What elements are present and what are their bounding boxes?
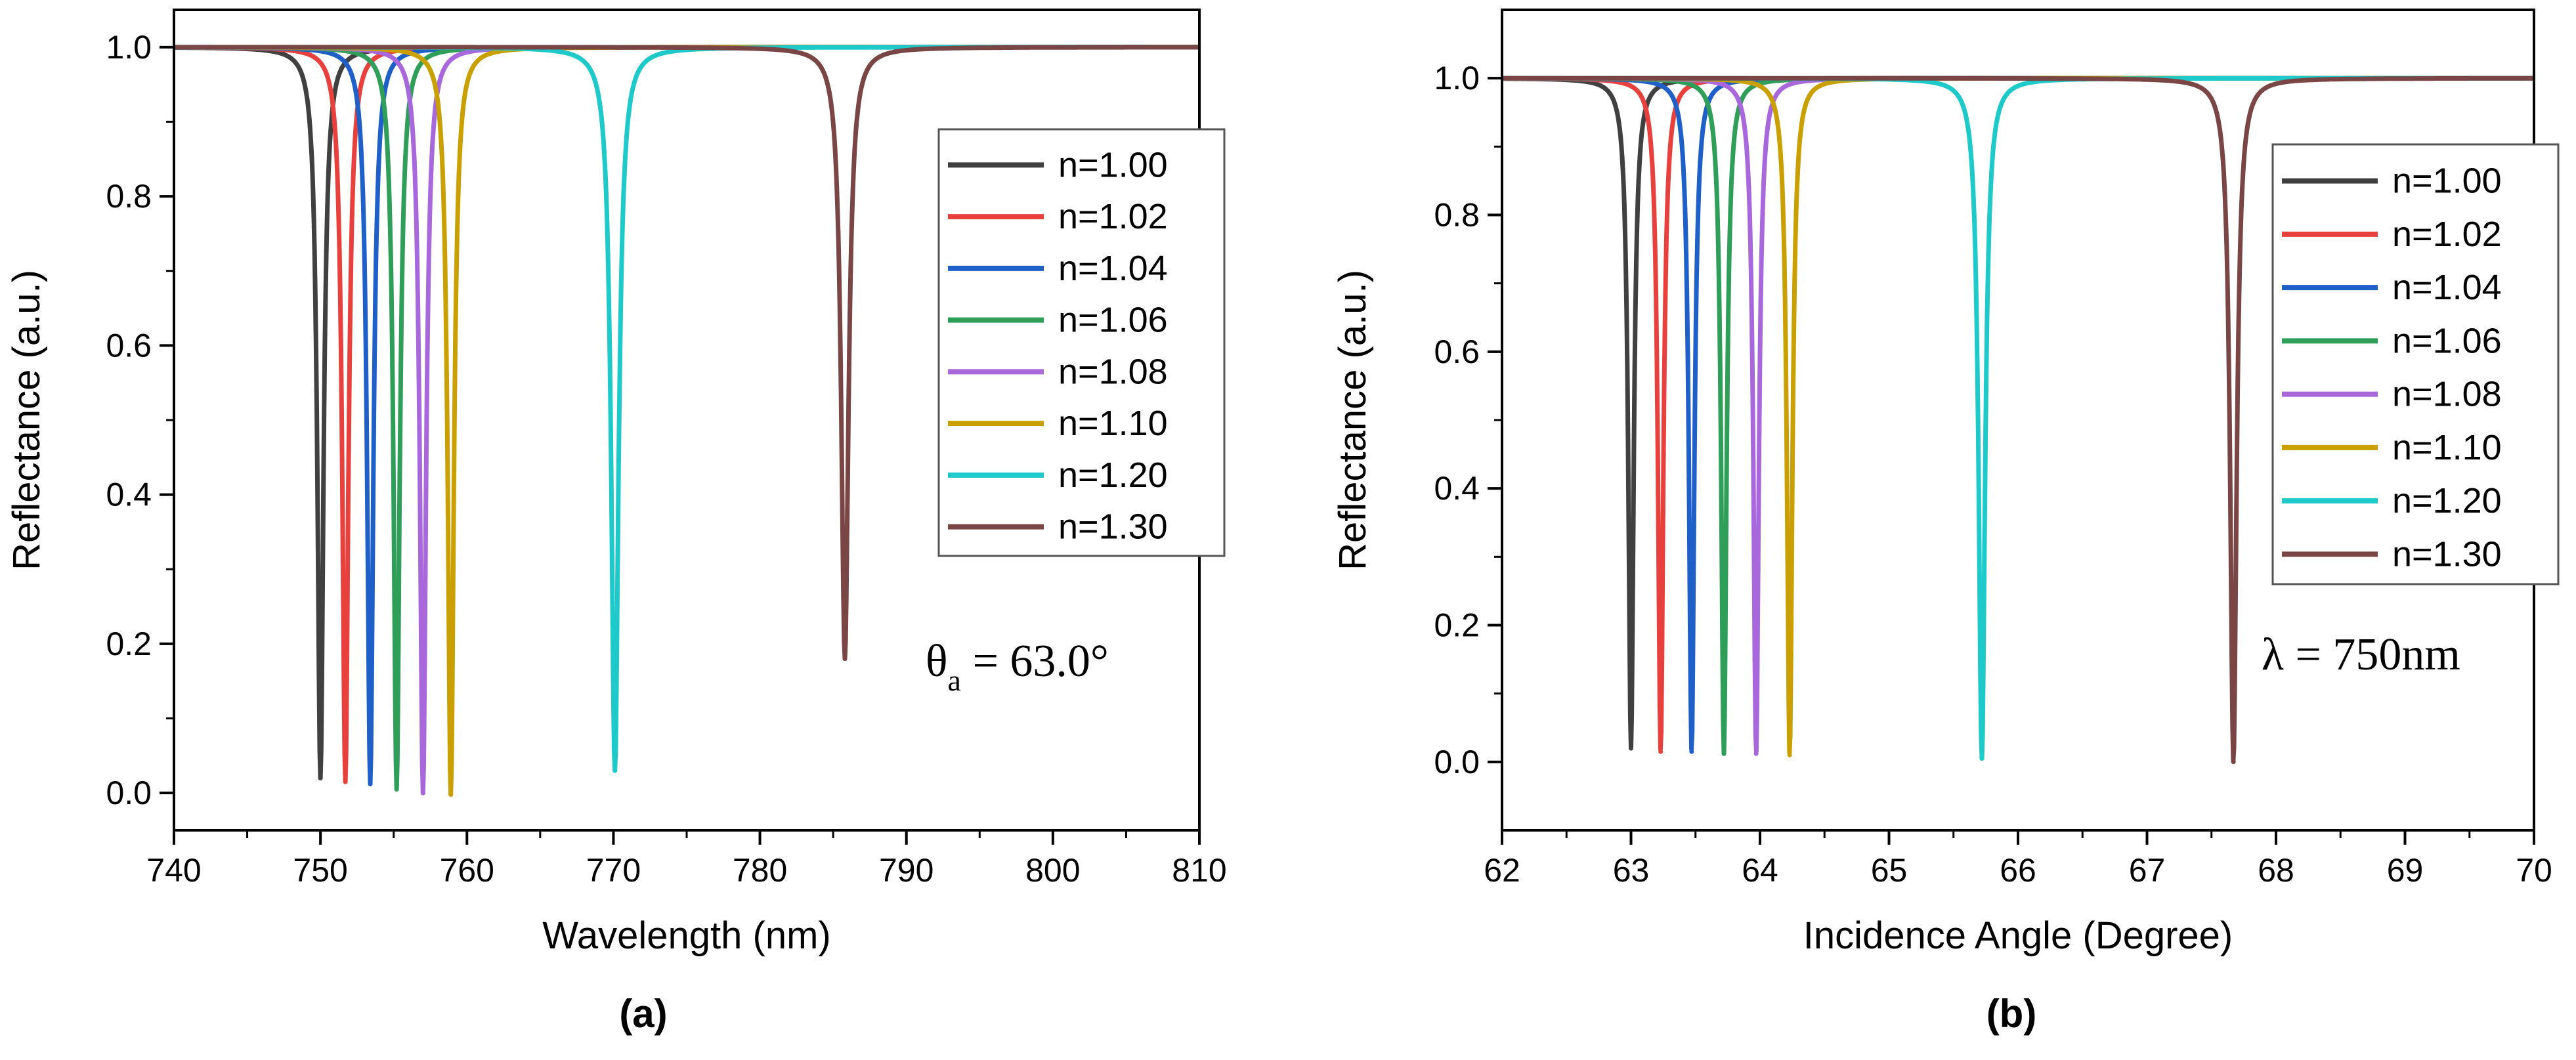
- series-min-point-n=1.08: [420, 790, 425, 795]
- series-min-point-n=1.06: [1721, 751, 1727, 756]
- legend-label-n=1.00: n=1.00: [1058, 145, 1168, 184]
- x-tick-label: 68: [2258, 852, 2294, 889]
- y-axis-label: Reflectance (a.u.): [1331, 270, 1374, 570]
- annotation-symbol: λ: [2262, 629, 2284, 680]
- y-tick-label: 0.6: [106, 327, 152, 364]
- x-tick-label: 800: [1025, 852, 1080, 889]
- series-min-point-n=1.04: [368, 782, 373, 787]
- legend-label-n=1.08: n=1.08: [2392, 375, 2502, 414]
- annotation-subscript: a: [948, 664, 961, 697]
- series-min-point-n=1.10: [448, 792, 454, 797]
- legend-label-n=1.06: n=1.06: [1058, 301, 1168, 340]
- x-tick-label: 66: [2000, 852, 2036, 889]
- y-tick-label: 0.4: [106, 477, 152, 513]
- y-tick-label: 0.8: [106, 178, 152, 215]
- series-min-point-n=1.20: [612, 768, 618, 773]
- legend-label-n=1.20: n=1.20: [1058, 456, 1168, 495]
- legend-label-n=1.30: n=1.30: [1058, 507, 1168, 547]
- y-tick-label: 1.0: [1434, 60, 1480, 96]
- legend-box: [2271, 143, 2560, 585]
- series-min-point-n=1.02: [1658, 749, 1664, 754]
- series-min-point-n=1.02: [343, 779, 348, 784]
- x-tick-label: 65: [1871, 852, 1908, 889]
- legend-label-n=1.08: n=1.08: [1058, 352, 1168, 391]
- x-tick-label: 69: [2387, 852, 2424, 889]
- panel-label: (a): [619, 992, 667, 1036]
- y-tick-label: 0.8: [1434, 197, 1480, 234]
- y-tick-label: 0.6: [1434, 333, 1480, 370]
- series-group: [1502, 75, 2534, 765]
- chart-b: 62 63 64 65 66 67 68 69 70 0.0 0.2 0.4 0.6 0.8 1.0 Inci…: [1331, 9, 2560, 1036]
- series-min-point-n=1.04: [1689, 749, 1694, 754]
- x-axis-label: Incidence Angle (Degree): [1803, 914, 2233, 957]
- series-group: [174, 45, 1199, 797]
- y-tick-label: 1.0: [106, 29, 152, 66]
- x-tick-label: 62: [1484, 852, 1520, 889]
- legend-label-n=1.10: n=1.10: [2392, 428, 2502, 467]
- x-tick-label: 780: [733, 852, 787, 889]
- annotation-symbol: θ: [926, 636, 948, 687]
- x-tick-label: 750: [293, 852, 347, 889]
- series-min-point-n=1.00: [318, 775, 323, 780]
- series-min-point-n=1.00: [1629, 746, 1633, 751]
- series-min-point-n=1.10: [1787, 752, 1792, 757]
- series-min-point-n=1.30: [2231, 759, 2236, 765]
- series-line-n=1.30: [1502, 75, 2534, 763]
- legend-label-n=1.20: n=1.20: [2392, 481, 2502, 520]
- y-tick-label: 0.2: [1434, 607, 1480, 644]
- x-tick-label: 740: [146, 852, 201, 889]
- x-tick-label: 67: [2129, 852, 2166, 889]
- panel-label: (b): [1986, 992, 2037, 1036]
- annotation: λ = 750nm: [2262, 629, 2460, 680]
- x-axis-label: Wavelength (nm): [542, 914, 830, 957]
- legend-label-n=1.04: n=1.04: [2392, 268, 2502, 307]
- legend-label-n=1.02: n=1.02: [2392, 215, 2502, 254]
- x-tick-label: 70: [2516, 852, 2552, 889]
- x-tick-label: 64: [1742, 852, 1778, 889]
- legend-label-n=1.06: n=1.06: [2392, 321, 2502, 360]
- series-min-point-n=1.20: [1979, 756, 1985, 761]
- y-axis-label: Reflectance (a.u.): [5, 270, 48, 570]
- y-tick-label: 0.0: [106, 774, 152, 811]
- y-tick-label: 0.0: [1434, 744, 1480, 780]
- x-tick-label: 760: [440, 852, 494, 889]
- y-tick-label: 0.4: [1434, 470, 1480, 507]
- series-min-point-n=1.06: [394, 787, 399, 792]
- legend-label-n=1.04: n=1.04: [1058, 249, 1168, 288]
- legend-label-n=1.02: n=1.02: [1058, 197, 1168, 236]
- annotation-text: = 750nm: [2284, 629, 2460, 680]
- legend: n=1.00 n=1.02 n=1.04 n=1.06 n=1.08 n=1.10 n=1.…: [937, 128, 1226, 557]
- annotation: θa = 63.0°: [926, 636, 1109, 697]
- legend: n=1.00 n=1.02 n=1.04 n=1.06 n=1.08 n=1.10 n=1.…: [2271, 143, 2560, 585]
- chart-a: 740 750 760 770 780 790 800 810 0.0 0.2 0.4 0.6 0.8 1…: [5, 9, 1227, 1036]
- x-tick-label: 770: [586, 852, 641, 889]
- legend-label-n=1.00: n=1.00: [2392, 161, 2502, 201]
- series-min-point-n=1.08: [1753, 751, 1759, 756]
- y-tick-label: 0.2: [106, 625, 152, 662]
- x-tick-label: 810: [1172, 852, 1226, 889]
- x-tick-label: 790: [879, 852, 934, 889]
- series-line-n=1.30: [174, 45, 1199, 662]
- legend-label-n=1.30: n=1.30: [2392, 534, 2502, 574]
- series-min-point-n=1.30: [842, 656, 848, 662]
- annotation-text: = 63.0°: [961, 636, 1109, 687]
- x-tick-label: 63: [1613, 852, 1650, 889]
- legend-label-n=1.10: n=1.10: [1058, 404, 1168, 443]
- legend-box: [937, 128, 1226, 557]
